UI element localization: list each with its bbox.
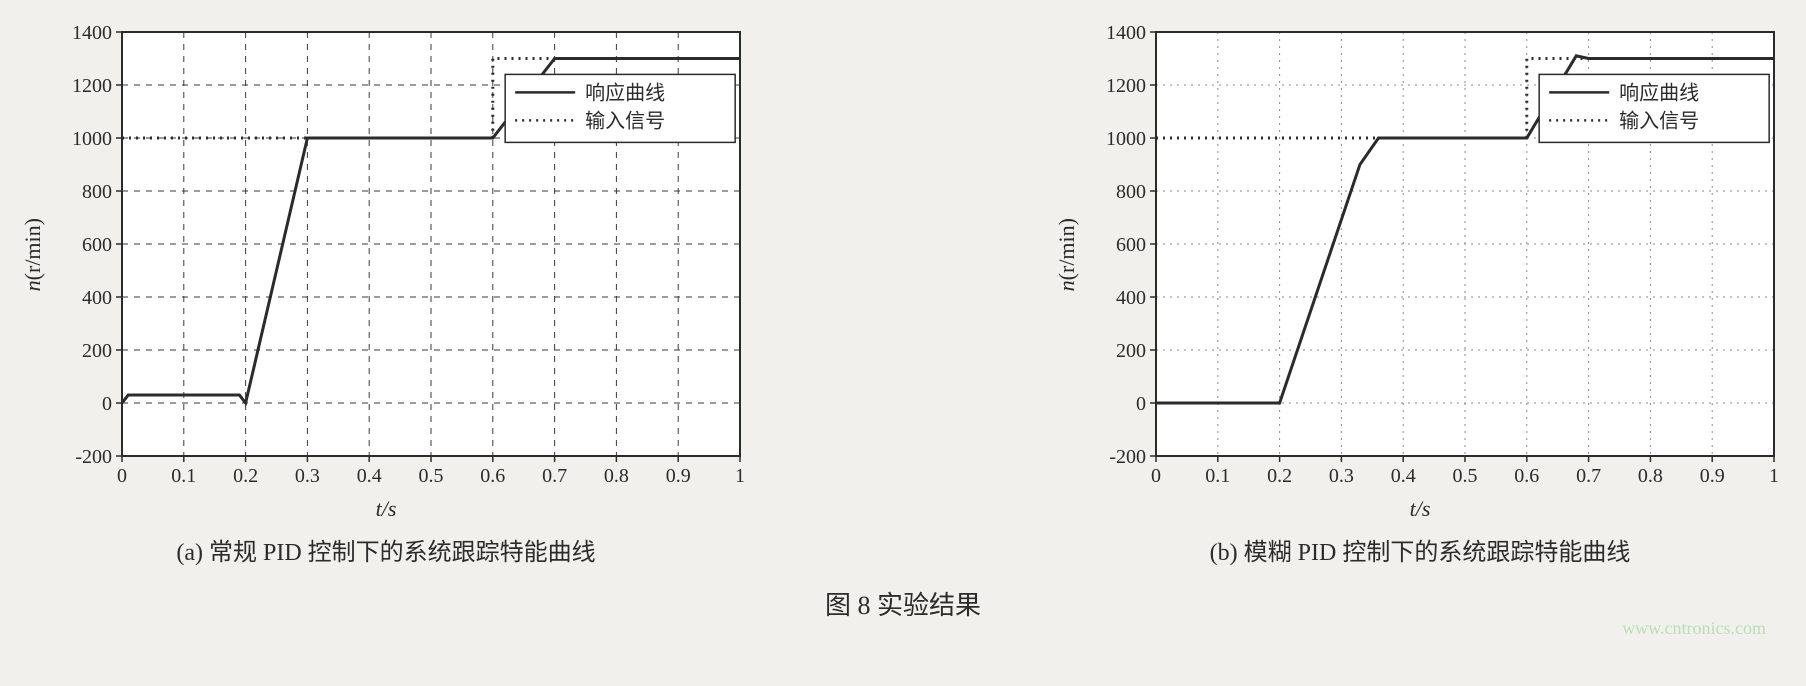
- ylabel-b-var: n: [1054, 281, 1079, 292]
- svg-text:-200: -200: [1109, 446, 1146, 468]
- svg-text:0: 0: [1151, 465, 1161, 487]
- svg-text:0.6: 0.6: [480, 465, 505, 487]
- svg-text:1400: 1400: [1106, 22, 1146, 44]
- svg-text:0.9: 0.9: [1700, 465, 1725, 487]
- svg-text:0.4: 0.4: [357, 465, 382, 487]
- svg-text:0: 0: [102, 393, 112, 415]
- svg-text:0.7: 0.7: [1576, 465, 1601, 487]
- svg-text:600: 600: [82, 234, 112, 256]
- plot-b-wrap: n(r/min) 0 0.1 0.2 0.3 0.4 0.5 0.6 0.7 0.8 0.9 1 -2…: [1054, 20, 1786, 490]
- svg-text:0.2: 0.2: [233, 465, 258, 487]
- svg-text:0: 0: [117, 465, 127, 487]
- svg-text:0.4: 0.4: [1391, 465, 1416, 487]
- svg-text:0.1: 0.1: [1205, 465, 1230, 487]
- svg-text:输入信号: 输入信号: [1619, 109, 1699, 132]
- svg-text:0.5: 0.5: [1453, 465, 1478, 487]
- svg-text:400: 400: [1116, 287, 1146, 309]
- caption-a: (a) 常规 PID 控制下的系统跟踪特能曲线: [176, 532, 595, 567]
- svg-text:600: 600: [1116, 234, 1146, 256]
- xlabel-b: t/s: [1410, 496, 1431, 522]
- svg-text:0: 0: [1136, 393, 1146, 415]
- svg-text:400: 400: [82, 287, 112, 309]
- plot-a-wrap: n(r/min) 0 0.1 0.2 0.3 0.4 0.5 0.6 0.7 0.8 0.9 1 -2…: [20, 20, 752, 490]
- ylabel-a: n(r/min): [20, 218, 46, 291]
- svg-text:1: 1: [1769, 465, 1779, 487]
- svg-text:响应曲线: 响应曲线: [585, 81, 665, 104]
- svg-text:输入信号: 输入信号: [585, 109, 665, 132]
- svg-text:1000: 1000: [1106, 128, 1146, 150]
- xlabel-a: t/s: [376, 496, 397, 522]
- panel-row: n(r/min) 00.10.20.30.40.50.60.70.80.91-2…: [20, 20, 1786, 567]
- figure-caption: 图 8 实验结果: [20, 585, 1786, 622]
- svg-text:800: 800: [82, 181, 112, 203]
- ylabel-b: n(r/min): [1054, 218, 1080, 291]
- svg-text:0.9: 0.9: [666, 465, 691, 487]
- ylabel-b-unit: (r/min): [1054, 218, 1079, 280]
- svg-text:0.7: 0.7: [542, 465, 567, 487]
- chart-a: 00.10.20.30.40.50.60.70.80.91-2000200400…: [52, 20, 752, 490]
- svg-text:0.8: 0.8: [1638, 465, 1663, 487]
- svg-text:200: 200: [82, 340, 112, 362]
- svg-text:1200: 1200: [1106, 75, 1146, 97]
- panel-b: n(r/min) 0 0.1 0.2 0.3 0.4 0.5 0.6 0.7 0.8 0.9 1 -2…: [1054, 20, 1786, 567]
- svg-text:0.3: 0.3: [1329, 465, 1354, 487]
- svg-text:0.5: 0.5: [419, 465, 444, 487]
- caption-b: (b) 模糊 PID 控制下的系统跟踪特能曲线: [1210, 532, 1631, 567]
- svg-text:800: 800: [1116, 181, 1146, 203]
- ylabel-a-var: n: [20, 281, 45, 292]
- panel-a: n(r/min) 0 0.1 0.2 0.3 0.4 0.5 0.6 0.7 0.8 0.9 1 -2…: [20, 20, 752, 567]
- svg-text:0.2: 0.2: [1267, 465, 1292, 487]
- svg-text:0.6: 0.6: [1514, 465, 1539, 487]
- svg-text:0.1: 0.1: [171, 465, 196, 487]
- ylabel-a-unit: (r/min): [20, 218, 45, 280]
- svg-text:1: 1: [735, 465, 745, 487]
- svg-text:200: 200: [1116, 340, 1146, 362]
- chart-b: 00.10.20.30.40.50.60.70.80.91-2000200400…: [1086, 20, 1786, 490]
- svg-text:1400: 1400: [72, 22, 112, 44]
- svg-text:1200: 1200: [72, 75, 112, 97]
- svg-text:响应曲线: 响应曲线: [1619, 81, 1699, 104]
- svg-text:0.3: 0.3: [295, 465, 320, 487]
- svg-text:1000: 1000: [72, 128, 112, 150]
- svg-text:0.8: 0.8: [604, 465, 629, 487]
- svg-text:-200: -200: [75, 446, 112, 468]
